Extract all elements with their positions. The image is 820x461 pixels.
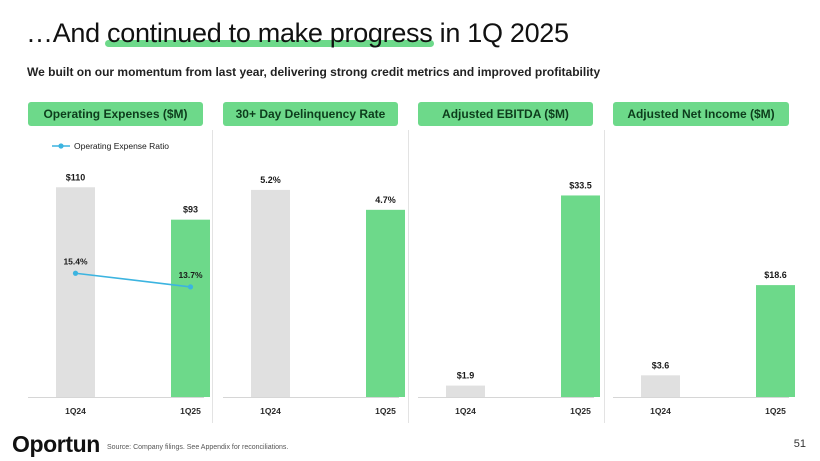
- bar-1q24: [56, 187, 95, 397]
- page-subtitle: We built on our momentum from last year,…: [27, 65, 601, 79]
- bar-value-label: 4.7%: [375, 195, 396, 205]
- chart-baseline: [28, 397, 204, 398]
- panel-header-operating-expenses: Operating Expenses ($M): [28, 102, 203, 126]
- x-tick-label: 1Q25: [765, 406, 786, 416]
- panel-header-adjusted-net-income: Adjusted Net Income ($M): [613, 102, 789, 126]
- x-tick-label: 1Q24: [455, 406, 476, 416]
- bar-1q24: [446, 385, 485, 397]
- bar-value-label: $1.9: [457, 371, 475, 381]
- chart-baseline: [418, 397, 594, 398]
- title-suffix: in 1Q 2025: [432, 18, 569, 48]
- page-title: …And continued to make progress in 1Q 20…: [26, 18, 569, 49]
- panel-divider: [604, 130, 605, 423]
- bar-value-label: $110: [66, 172, 86, 182]
- bar-value-label: $33.5: [569, 180, 592, 190]
- legend-label: Operating Expense Ratio: [74, 141, 169, 151]
- footer-source: Source: Company filings. See Appendix fo…: [107, 444, 289, 451]
- x-tick-label: 1Q24: [650, 406, 671, 416]
- chart-baseline: [613, 397, 789, 398]
- bar-value-label: 5.2%: [260, 175, 281, 185]
- ratio-label: 15.4%: [63, 256, 88, 266]
- x-tick-label: 1Q24: [260, 406, 281, 416]
- bar-1q25: [171, 219, 210, 397]
- ratio-point: [72, 270, 79, 276]
- chart-baseline: [223, 397, 399, 398]
- bar-1q24: [641, 375, 680, 397]
- ratio-label: 13.7%: [178, 270, 203, 280]
- ratio-point: [187, 284, 194, 290]
- x-tick-label: 1Q24: [65, 406, 86, 416]
- oportun-logo: Oportun: [12, 431, 100, 457]
- title-highlight: continued to make progress: [105, 18, 435, 48]
- bar-value-label: $93: [183, 205, 198, 215]
- legend-marker: [58, 143, 64, 149]
- page-number: 51: [793, 438, 806, 450]
- title-prefix: …And: [26, 18, 108, 48]
- bar-value-label: $3.6: [652, 360, 670, 370]
- x-tick-label: 1Q25: [180, 406, 201, 416]
- ratio-line: [75, 272, 191, 288]
- bar-1q25: [561, 195, 600, 397]
- bar-value-label: $18.6: [764, 270, 787, 280]
- bar-1q25: [366, 209, 405, 397]
- panel-divider: [408, 130, 409, 423]
- x-tick-label: 1Q25: [375, 406, 396, 416]
- x-tick-label: 1Q25: [570, 406, 591, 416]
- panel-divider: [212, 130, 213, 423]
- panel-header-delinquency-rate: 30+ Day Delinquency Rate: [223, 102, 398, 126]
- bar-1q24: [251, 189, 290, 397]
- bar-1q25: [756, 285, 795, 397]
- panel-header-adjusted-ebitda: Adjusted EBITDA ($M): [418, 102, 593, 126]
